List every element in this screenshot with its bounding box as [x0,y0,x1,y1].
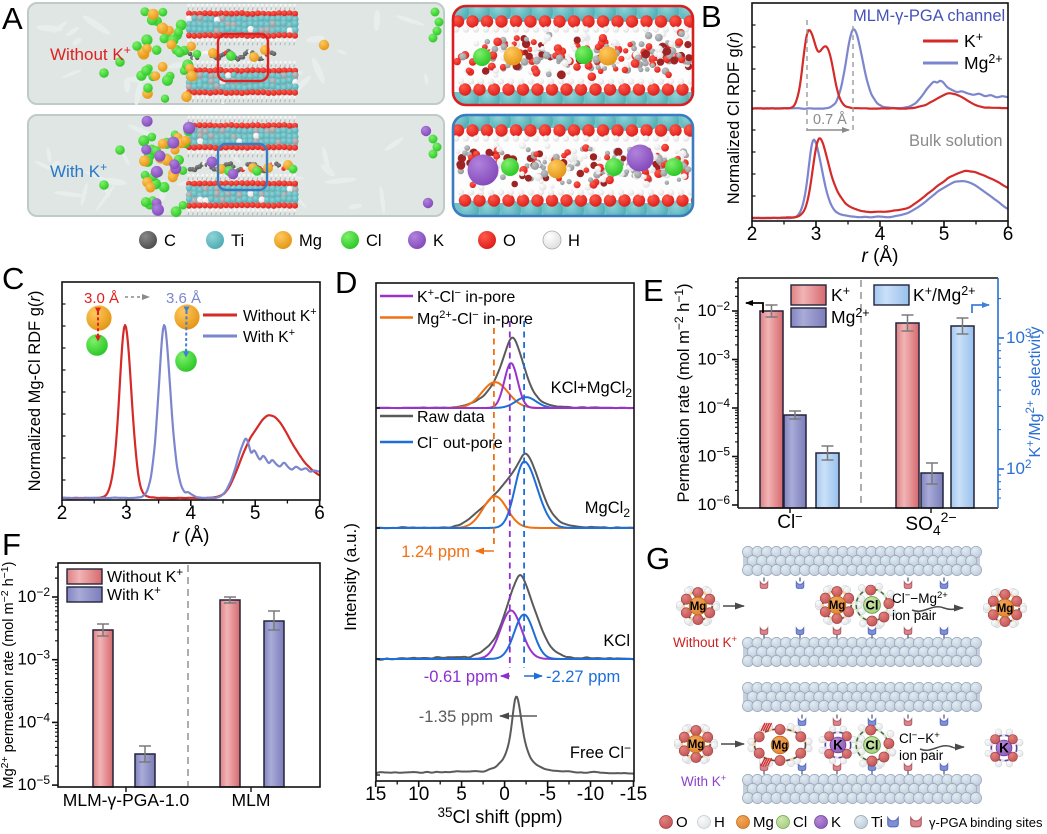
svg-text:With K+: With K+ [107,585,161,604]
svg-text:5: 5 [939,224,950,245]
svg-text:O: O [503,232,516,250]
svg-text:Normalized Cl RDF g(r): Normalized Cl RDF g(r) [725,32,743,204]
svg-text:Free Cl−: Free Cl− [570,741,631,762]
svg-text:Mg2+ permeation rate (mol m−2: Mg2+ permeation rate (mol m−2 h−1) [0,562,17,789]
svg-text:MgCl2: MgCl2 [585,499,631,520]
svg-text:E: E [643,273,664,308]
svg-text:1.24 ppm: 1.24 ppm [401,543,470,561]
svg-text:3: 3 [121,503,132,524]
svg-text:K+-Cl− in-pore: K+-Cl− in-pore [417,287,515,306]
svg-text:γ-PGA binding sites: γ-PGA binding sites [929,815,1043,830]
svg-text:3: 3 [811,224,822,245]
svg-text:H: H [714,814,725,831]
svg-text:Ti: Ti [231,232,244,250]
svg-text:Mg: Mg [772,740,789,752]
svg-text:Mg: Mg [997,603,1014,615]
svg-text:Ti: Ti [871,814,883,831]
svg-text:6: 6 [314,503,325,524]
svg-text:K: K [831,814,841,831]
svg-text:O: O [676,814,688,831]
svg-text:2: 2 [57,503,68,524]
svg-text:C: C [164,232,176,250]
svg-text:-10: -10 [577,784,604,805]
svg-text:Mg: Mg [753,814,774,831]
svg-text:K: K [833,738,843,753]
svg-text:Cl−−K+: Cl−−K+ [899,730,940,746]
svg-text:Intensity (a.u.): Intensity (a.u.) [341,523,360,631]
svg-text:2: 2 [747,224,758,245]
svg-text:-5: -5 [539,784,556,805]
svg-text:0: 0 [499,784,510,805]
svg-text:SO42−: SO42− [905,509,956,538]
svg-text:KCl+MgCl2: KCl+MgCl2 [551,379,633,400]
svg-text:D: D [335,265,357,300]
svg-text:ion pair: ion pair [892,608,937,623]
svg-text:Bulk solution: Bulk solution [909,132,1003,150]
svg-text:K: K [999,741,1009,756]
svg-text:MLM: MLM [232,790,271,810]
svg-text:With K+: With K+ [50,160,107,181]
svg-text:B: B [701,0,722,34]
svg-text:35Cl shift (ppm): 35Cl shift (ppm) [437,805,562,827]
svg-text:K+/Mg2+ selectivity: K+/Mg2+ selectivity [1025,327,1044,458]
svg-text:-0.61 ppm: -0.61 ppm [424,668,498,686]
svg-text:-1.35 ppm: -1.35 ppm [419,708,493,726]
svg-text:ion pair: ion pair [899,748,944,763]
svg-text:Without K+: Without K+ [107,567,183,586]
svg-text:4: 4 [186,503,197,524]
svg-text:5: 5 [250,503,261,524]
svg-text:Mg: Mg [299,232,322,250]
svg-text:r (Å): r (Å) [862,246,899,267]
svg-text:Mg: Mg [829,600,846,612]
svg-text:Mg: Mg [688,739,705,751]
svg-text:MLM-γ-PGA channel: MLM-γ-PGA channel [853,7,1005,25]
svg-text:Cl− out-pore: Cl− out-pore [417,433,503,452]
svg-text:Without K+: Without K+ [50,43,131,64]
svg-text:MLM-γ-PGA-1.0: MLM-γ-PGA-1.0 [63,790,190,810]
svg-text:0.7 Å: 0.7 Å [813,111,847,128]
svg-text:With K+: With K+ [243,327,295,346]
svg-text:Normalized Mg-Cl RDF g(r): Normalized Mg-Cl RDF g(r) [26,291,44,492]
svg-text:10: 10 [408,784,429,805]
svg-text:G: G [646,541,670,576]
svg-text:KCl: KCl [603,632,630,650]
svg-text:F: F [2,527,21,562]
svg-text:Raw data: Raw data [417,409,485,426]
svg-text:15: 15 [365,784,386,805]
svg-text:Without K+: Without K+ [243,306,317,325]
svg-text:-2.27 ppm: -2.27 ppm [546,668,620,686]
svg-text:3.0 Å: 3.0 Å [84,290,119,307]
svg-text:r (Å): r (Å) [173,526,210,547]
svg-text:Cl: Cl [366,232,382,250]
svg-text:Without K+: Without K+ [673,634,738,650]
svg-text:A: A [2,1,23,36]
svg-text:C: C [2,261,24,296]
svg-text:Cl: Cl [866,738,879,753]
svg-text:5: 5 [456,784,467,805]
svg-text:-15: -15 [620,784,647,805]
svg-text:6: 6 [1003,224,1014,245]
svg-text:Permeation rate (mol m−2 h−1): Permeation rate (mol m−2 h−1) [672,283,693,502]
svg-text:Cl: Cl [793,814,807,831]
svg-text:4: 4 [875,224,886,245]
svg-text:K: K [433,232,444,250]
svg-text:H: H [568,232,580,250]
svg-text:Cl: Cl [866,598,879,613]
svg-text:With K+: With K+ [681,773,727,789]
svg-text:3.6 Å: 3.6 Å [166,290,201,307]
svg-text:Mg: Mg [690,601,707,613]
